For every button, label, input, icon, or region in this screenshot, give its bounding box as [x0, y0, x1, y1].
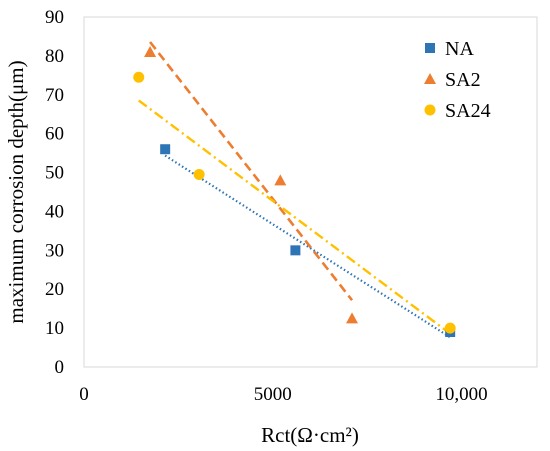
legend-marker-sa2	[424, 73, 436, 84]
data-point-sa24	[133, 71, 145, 83]
legend-label-sa2: SA2	[445, 69, 481, 91]
y-tick-label: 80	[45, 46, 64, 67]
trendline-sa24	[138, 99, 451, 335]
data-points	[133, 46, 456, 337]
y-tick-label: 60	[45, 124, 64, 145]
trendline-na	[164, 154, 451, 339]
data-point-sa24	[193, 169, 205, 180]
legend-marker-na	[425, 43, 435, 53]
x-tick-label: 5000	[254, 384, 292, 405]
plot-frame	[83, 16, 538, 368]
data-point-sa2	[274, 174, 287, 186]
data-point-sa2	[346, 312, 359, 324]
y-tick-label: 50	[45, 163, 64, 184]
data-point-sa24	[444, 322, 456, 334]
y-tick-label: 0	[55, 357, 65, 378]
y-tick-label: 20	[45, 279, 64, 300]
data-point-na	[290, 245, 301, 256]
trendline-sa2	[149, 41, 354, 302]
x-tick-label: 10,000	[435, 384, 487, 405]
y-tick-label: 30	[45, 240, 64, 261]
y-tick-label: 90	[45, 7, 64, 28]
y-tick-label: 40	[45, 201, 64, 222]
data-point-sa2	[144, 46, 157, 57]
x-axis: 0 5000 10,000	[79, 384, 487, 405]
legend-label-sa24: SA24	[445, 100, 491, 122]
x-tick-label: 0	[79, 384, 89, 405]
y-tick-label: 10	[45, 318, 64, 339]
x-axis-title: Rct(Ω·cm²)	[261, 423, 359, 447]
y-axis-title: maximum corrosion depth(μm)	[4, 60, 28, 323]
legend-label-na: NA	[445, 38, 474, 60]
data-point-na	[160, 144, 171, 155]
trendlines	[138, 41, 451, 339]
y-tick-label: 70	[45, 85, 64, 106]
legend: NA SA2 SA24	[424, 38, 491, 122]
y-axis: 0 10 20 30 40 50 60 70 80 90	[45, 7, 64, 378]
legend-marker-sa24	[424, 104, 436, 116]
